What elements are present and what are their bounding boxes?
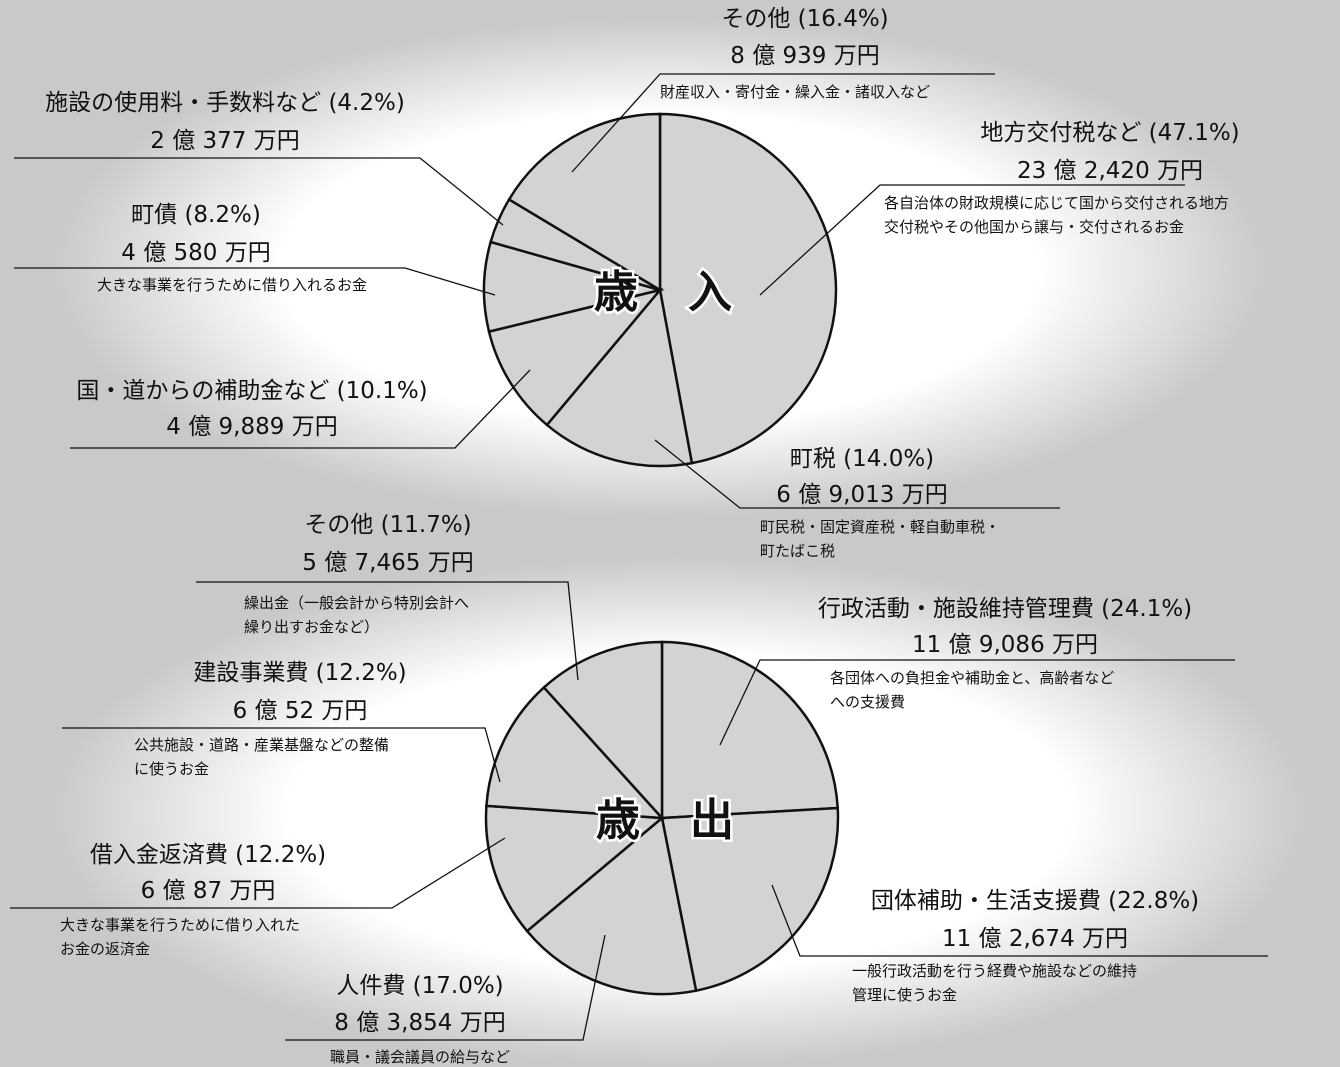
slice-note: 大きな事業を行うために借り入れた: [60, 916, 300, 934]
leader-line: [771, 884, 1268, 957]
slice-note: 管理に使うお金: [852, 986, 957, 1004]
charts-layer: 歳入地方交付税など (47.1%)23 億 2,420 万円各自治体の財政規模に…: [10, 6, 1268, 1066]
leader-line: [285, 934, 606, 1041]
pie-slice: [545, 287, 694, 468]
slice-amount: 6 億 9,013 万円: [776, 482, 947, 508]
slice-note: 職員・議会議員の給与など: [330, 1048, 510, 1066]
slice-note: お金の返済金: [60, 940, 150, 958]
pie-slice: [487, 287, 664, 427]
pie-chart-expenditure: 歳出 行政活動・施設維持管理費 (24.1%) 11 億 9,086 万円各団体への…: [10, 512, 1268, 1066]
slice-label: 地方交付税など (47.1%): [980, 120, 1239, 146]
slice-note: への支援費: [830, 693, 905, 711]
slice-note: 一般行政活動を行う経費や施設などの維持: [852, 962, 1137, 980]
slice-note: 繰出金（一般会計から特別会計へ: [244, 594, 469, 612]
center-label-char-1: 歳: [596, 795, 640, 846]
slice-note: 町たばこ税: [760, 542, 835, 560]
slice-label: その他 (16.4%): [721, 6, 888, 32]
center-label-char-1: 歳: [594, 267, 638, 318]
leader-line: [571, 73, 995, 173]
center-label-char-2: 出: [690, 795, 734, 846]
slice-amount: 5 億 7,465 万円: [302, 550, 473, 576]
center-label-char-2: 入: [688, 267, 732, 318]
pie-slice: [658, 112, 838, 465]
pie-slice: [660, 640, 840, 820]
pie-slice: [542, 640, 664, 822]
slice-label: 借入金返済費 (12.2%): [90, 842, 326, 868]
slice-note: 交付税やその他国から譲与・交付されるお金: [884, 218, 1184, 236]
leader-line: [759, 184, 1185, 296]
slice-label: 町税 (14.0%): [790, 446, 934, 472]
slice-note: 公共施設・道路・産業基盤などの整備: [134, 736, 389, 754]
slice-amount: 11 億 9,086 万円: [912, 632, 1098, 658]
slice-label: 行政活動・施設維持管理費 (24.1%): [818, 596, 1192, 622]
slice-note: 繰り出すお金など）: [244, 618, 379, 636]
slice-note: 町民税・固定資産税・軽自動車税・: [760, 518, 1000, 536]
slice-label: その他 (11.7%): [304, 512, 471, 538]
pie-slice: [484, 804, 666, 933]
slice-amount: 8 億 3,854 万円: [334, 1010, 505, 1036]
slice-amount: 23 億 2,420 万円: [1017, 158, 1203, 184]
slice-amount: 11 億 2,674 万円: [942, 926, 1128, 952]
slice-amount: 6 億 52 万円: [233, 698, 368, 724]
slice-amount: 6 億 87 万円: [141, 878, 276, 904]
leader-line: [196, 581, 579, 681]
leader-line: [70, 369, 531, 449]
pie-chart-revenue: 歳入 地方交付税など (47.1%) 23 億 2,420 万円各自治体の財政規模に…: [14, 6, 1240, 560]
leader-line: [10, 837, 506, 909]
slice-label: 施設の使用料・手数料など (4.2%): [45, 90, 405, 116]
slice-note: に使うお金: [134, 760, 209, 778]
pie-slice: [660, 806, 840, 993]
slice-note: 大きな事業を行うために借り入れるお金: [97, 276, 367, 294]
slice-note: 各団体への負担金や補助金と、高齢者など: [830, 669, 1114, 687]
slice-amount: 2 億 377 万円: [150, 128, 299, 154]
pie-slice: [482, 240, 665, 334]
slice-label: 建設事業費 (12.2%): [193, 660, 406, 686]
slice-amount: 4 億 580 万円: [121, 240, 270, 266]
pie-slice: [525, 815, 698, 996]
slice-label: 町債 (8.2%): [131, 202, 261, 228]
slice-note: 財産収入・寄付金・繰入金・諸収入など: [660, 83, 930, 101]
leader-line: [62, 727, 501, 783]
leader-line: [654, 439, 1060, 509]
leader-line: [14, 267, 496, 296]
slice-label: 人件費 (17.0%): [336, 973, 503, 999]
pie-slice: [507, 112, 662, 293]
slice-label: 団体補助・生活支援費 (22.8%): [871, 888, 1199, 914]
slice-note: 各自治体の財政規模に応じて国から交付される地方: [884, 194, 1229, 212]
slice-amount: 8 億 939 万円: [730, 43, 879, 69]
leader-line: [719, 659, 1235, 746]
slice-amount: 4 億 9,889 万円: [166, 414, 337, 440]
slice-label: 国・道からの補助金など (10.1%): [76, 378, 427, 404]
leader-line: [14, 157, 504, 226]
pie-slice: [485, 685, 666, 820]
